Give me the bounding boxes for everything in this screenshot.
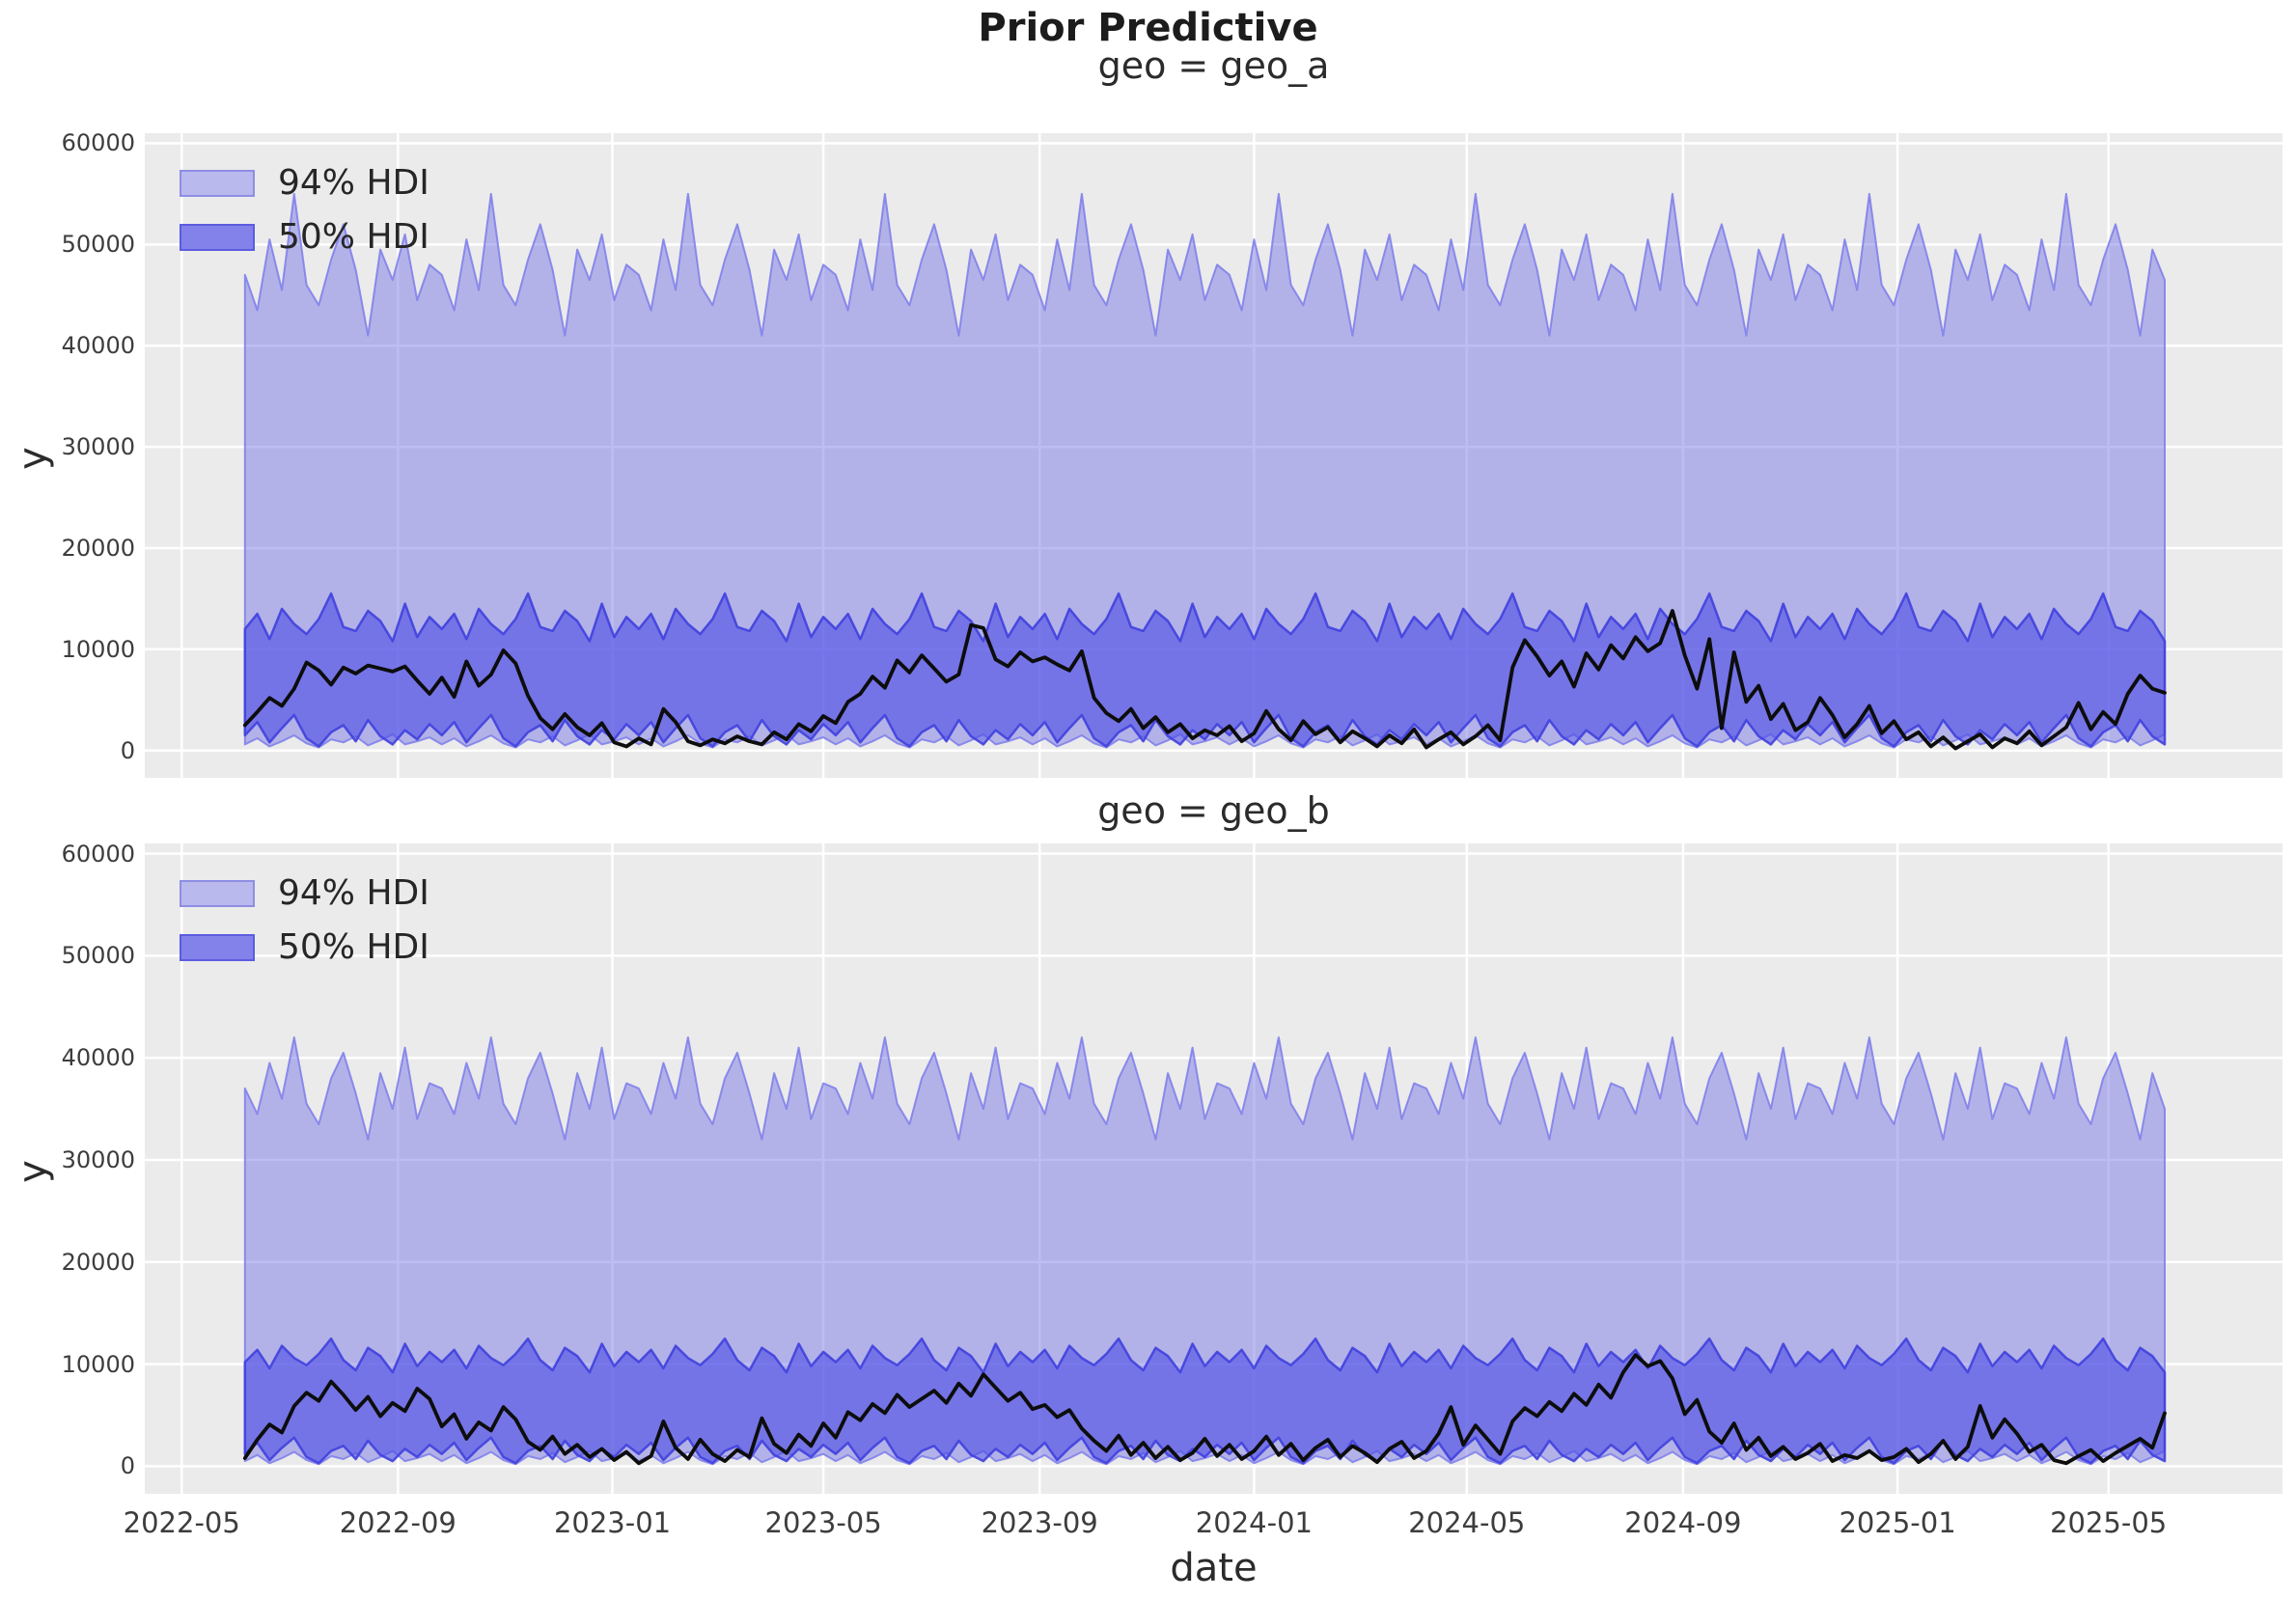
x-tick-label: 2022-05 [123, 1506, 240, 1539]
hdi94-swatch [180, 170, 255, 197]
y-tick-label: 30000 [61, 1146, 135, 1173]
legend-entry-94: 94% HDI [180, 872, 429, 915]
y-tick-label: 10000 [61, 635, 135, 663]
y-tick-label: 50000 [61, 231, 135, 259]
hdi50-label: 50% HDI [278, 927, 429, 967]
panel-a-plot-area: 94% HDI 50% HDI [145, 133, 2282, 778]
x-tick-label: 2023-01 [553, 1506, 672, 1539]
panel-b-legend: 94% HDI 50% HDI [180, 872, 429, 980]
x-tick-label: 2023-09 [981, 1506, 1098, 1539]
y-tick-label: 20000 [61, 1248, 135, 1276]
y-tick-label: 60000 [61, 840, 135, 868]
hdi50-swatch [180, 934, 255, 961]
observed-line [242, 609, 2167, 751]
y-tick-label: 40000 [61, 1044, 135, 1072]
observed-line [242, 1353, 2167, 1466]
grid [145, 133, 2282, 778]
y-tick-label: 20000 [61, 534, 135, 562]
x-tick-label: 2023-05 [764, 1506, 882, 1539]
hdi94-label: 94% HDI [278, 873, 429, 913]
legend-entry-50: 50% HDI [180, 216, 429, 259]
panel-a-title: geo = geo_a [1097, 44, 1330, 87]
hdi94-label: 94% HDI [278, 163, 429, 203]
panel-b-chart [145, 843, 2282, 1494]
x-tick-label: 2025-01 [1839, 1506, 1956, 1539]
hdi50-swatch [180, 224, 255, 251]
panel-b-plot-area: 94% HDI 50% HDI [145, 843, 2282, 1494]
panel-b-title: geo = geo_b [1097, 789, 1330, 832]
legend-entry-50: 50% HDI [180, 926, 429, 969]
y-tick-label: 30000 [61, 433, 135, 461]
x-tick-label: 2022-09 [339, 1506, 456, 1539]
hdi94-swatch [180, 880, 255, 907]
figure-title: Prior Predictive [978, 6, 1318, 50]
y-tick-label: 0 [120, 1452, 135, 1480]
x-tick-label: 2024-09 [1624, 1506, 1742, 1539]
x-tick-label: 2024-05 [1408, 1506, 1526, 1539]
legend-entry-94: 94% HDI [180, 162, 429, 205]
y-tick-label: 50000 [61, 942, 135, 970]
y-tick-label: 10000 [61, 1350, 135, 1378]
panel-a-legend: 94% HDI 50% HDI [180, 162, 429, 270]
hdi50-band [243, 592, 2167, 748]
y-tick-label: 0 [120, 736, 135, 764]
panel-a-chart [145, 133, 2282, 778]
x-axis-label: date [1170, 1546, 1258, 1590]
hdi50-label: 50% HDI [278, 217, 429, 257]
hdi50-band [243, 1337, 2167, 1465]
y-tick-label: 60000 [61, 129, 135, 157]
x-tick-label: 2025-05 [2050, 1506, 2168, 1539]
y-tick-label: 40000 [61, 332, 135, 360]
x-tick-label: 2024-01 [1195, 1506, 1313, 1539]
